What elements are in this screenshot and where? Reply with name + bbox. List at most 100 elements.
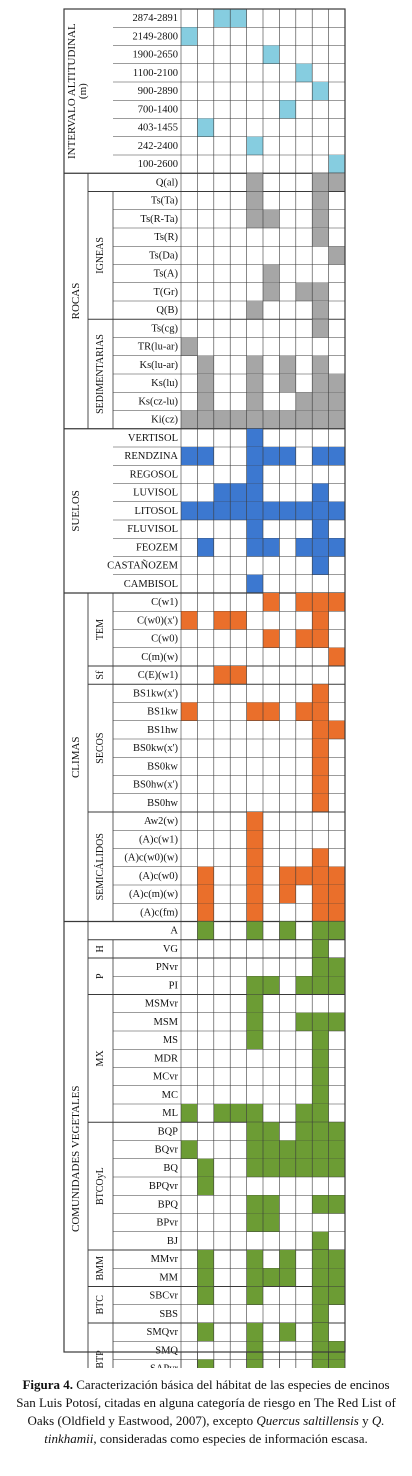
matrix-cell-1-1-1-4 (246, 209, 263, 228)
matrix-cell-4-4-5-4 (246, 1213, 263, 1232)
matrix-cell-3-3-3-7 (295, 866, 313, 885)
matrix-cell-1-2-5-0 (181, 410, 198, 429)
matrix-cell-1-2-3-9 (328, 374, 345, 393)
row-label: MM (159, 1272, 178, 1283)
matrix-cell-1-1-1-8 (312, 209, 329, 228)
matrix-cell-3-3-3-4 (246, 866, 263, 885)
row-label: BS0kw(x') (133, 743, 179, 754)
matrix-cell-4-6-0-9 (328, 1286, 345, 1305)
row-label: C(w1) (151, 597, 178, 608)
subgroup-label: H (95, 945, 106, 952)
matrix-cell-1-2-2-4 (246, 355, 263, 374)
matrix-cell-4-2-0-8 (312, 958, 329, 977)
matrix-cell-4-0-0-8 (312, 921, 329, 940)
row-label: FEOZEM (136, 542, 179, 553)
matrix-cell-1-1-5-5 (263, 282, 280, 301)
matrix-cell-3-0-1-8 (312, 611, 329, 630)
matrix-cell-1-2-4-8 (312, 392, 329, 411)
matrix-cell-2-0-3-8 (312, 483, 329, 502)
matrix-cell-3-0-3-9 (328, 647, 345, 666)
row-label: BJ (167, 1236, 178, 1247)
matrix-cell-1-2-5-1 (197, 410, 214, 429)
row-label: (A)c(w0) (139, 871, 179, 882)
matrix-cell-1-2-4-1 (197, 392, 214, 411)
matrix-cell-0-0-6-1 (197, 118, 214, 137)
row-label: C(w0)(x') (137, 615, 178, 626)
matrix-cell-3-2-1-0 (181, 702, 198, 721)
matrix-cell-3-3-4-6 (279, 885, 296, 904)
row-label: MSM (153, 1017, 178, 1028)
row-label: SAPvr (150, 1364, 179, 1368)
row-label: MSMvr (145, 999, 179, 1010)
matrix-frame (63, 8, 346, 1353)
matrix-cell-4-4-0-4 (246, 1122, 263, 1141)
row-label: BPvr (156, 1218, 178, 1229)
matrix-cell-4-4-1-4 (246, 1140, 263, 1159)
matrix-cell-2-0-4-7 (295, 501, 313, 520)
row-label: 242-2400 (138, 141, 178, 152)
matrix-cell-4-7-0-8 (312, 1323, 329, 1342)
matrix-cell-1-2-5-8 (312, 410, 329, 429)
matrix-cell-2-0-1-1 (197, 447, 214, 466)
row-label: BS1hw (147, 725, 178, 736)
matrix-cell-4-4-5-5 (263, 1213, 280, 1232)
matrix-cell-1-1-0-8 (312, 191, 329, 210)
caption-lead: Figura 4. (22, 1377, 73, 1392)
matrix-cell-4-4-1-0 (181, 1140, 198, 1159)
matrix-cell-3-2-5-8 (312, 775, 329, 794)
row-label: A (170, 926, 178, 937)
matrix-cell-4-6-1-8 (312, 1304, 329, 1323)
matrix-cell-2-0-4-8 (312, 501, 329, 520)
matrix-cell-1-2-4-4 (246, 392, 263, 411)
matrix-cell-4-4-0-7 (295, 1122, 313, 1141)
subgroup-label: Sf (95, 670, 106, 680)
matrix-cell-4-3-1-9 (328, 1012, 345, 1031)
row-label: RENDZINA (124, 451, 178, 462)
matrix-cell-2-0-6-1 (197, 538, 214, 557)
matrix-cell-2-0-4-9 (328, 501, 345, 520)
matrix-cell-1-1-6-4 (246, 301, 263, 320)
row-label: BS0hw(x') (133, 780, 179, 791)
subgroup-label: SECOS (95, 733, 106, 764)
row-label: MCvr (153, 1072, 179, 1083)
matrix-cell-4-2-1-7 (295, 976, 313, 995)
matrix-cell-4-4-2-1 (197, 1158, 214, 1177)
row-label: MDR (154, 1053, 178, 1064)
matrix-cell-4-7-2-8 (312, 1359, 329, 1368)
matrix-cell-1-2-4-9 (328, 392, 345, 411)
matrix-cell-4-4-2-5 (263, 1158, 280, 1177)
matrix-cell-2-0-4-0 (181, 501, 198, 520)
matrix-cell-1-1-2-8 (312, 228, 329, 247)
matrix-cell-3-2-1-5 (263, 702, 280, 721)
matrix-cell-4-4-4-9 (328, 1195, 345, 1214)
matrix-cell-0-0-2-5 (263, 45, 280, 64)
matrix-cell-3-2-1-4 (246, 702, 263, 721)
matrix-cell-2-0-3-3 (230, 483, 247, 502)
matrix-cell-2-0-4-3 (230, 501, 247, 520)
matrix-cell-4-3-6-8 (312, 1104, 329, 1123)
row-label: MS (163, 1035, 178, 1046)
matrix-cell-2-0-1-6 (279, 447, 296, 466)
matrix-cell-3-0-1-3 (230, 611, 247, 630)
row-label: 2874-2891 (133, 13, 179, 24)
matrix-cell-4-4-3-1 (197, 1177, 214, 1196)
subgroup-label: BMM (95, 1256, 106, 1281)
matrix-cell-4-5-0-6 (279, 1250, 296, 1269)
matrix-cell-4-3-0-4 (246, 994, 263, 1013)
matrix-cell-1-2-5-2 (213, 410, 231, 429)
row-label: Ki(cz) (151, 415, 178, 426)
matrix-cell-4-5-1-9 (328, 1268, 345, 1287)
matrix-cell-1-2-4-7 (295, 392, 313, 411)
matrix-cell-3-0-2-8 (312, 629, 329, 648)
matrix-cell-0-0-8-9 (328, 155, 345, 174)
matrix-cell-0-0-0-3 (230, 9, 247, 28)
matrix-cell-1-2-5-7 (295, 410, 313, 429)
matrix-cell-2-0-4-4 (246, 501, 263, 520)
matrix-cell-4-4-6-8 (312, 1231, 329, 1250)
matrix-cell-3-3-4-1 (197, 885, 214, 904)
matrix-cell-4-5-0-4 (246, 1250, 263, 1269)
row-label: 700-1400 (138, 104, 178, 115)
matrix-cell-4-5-0-1 (197, 1250, 214, 1269)
matrix-cell-3-2-0-8 (312, 684, 329, 703)
row-label: SMQ (155, 1345, 178, 1356)
